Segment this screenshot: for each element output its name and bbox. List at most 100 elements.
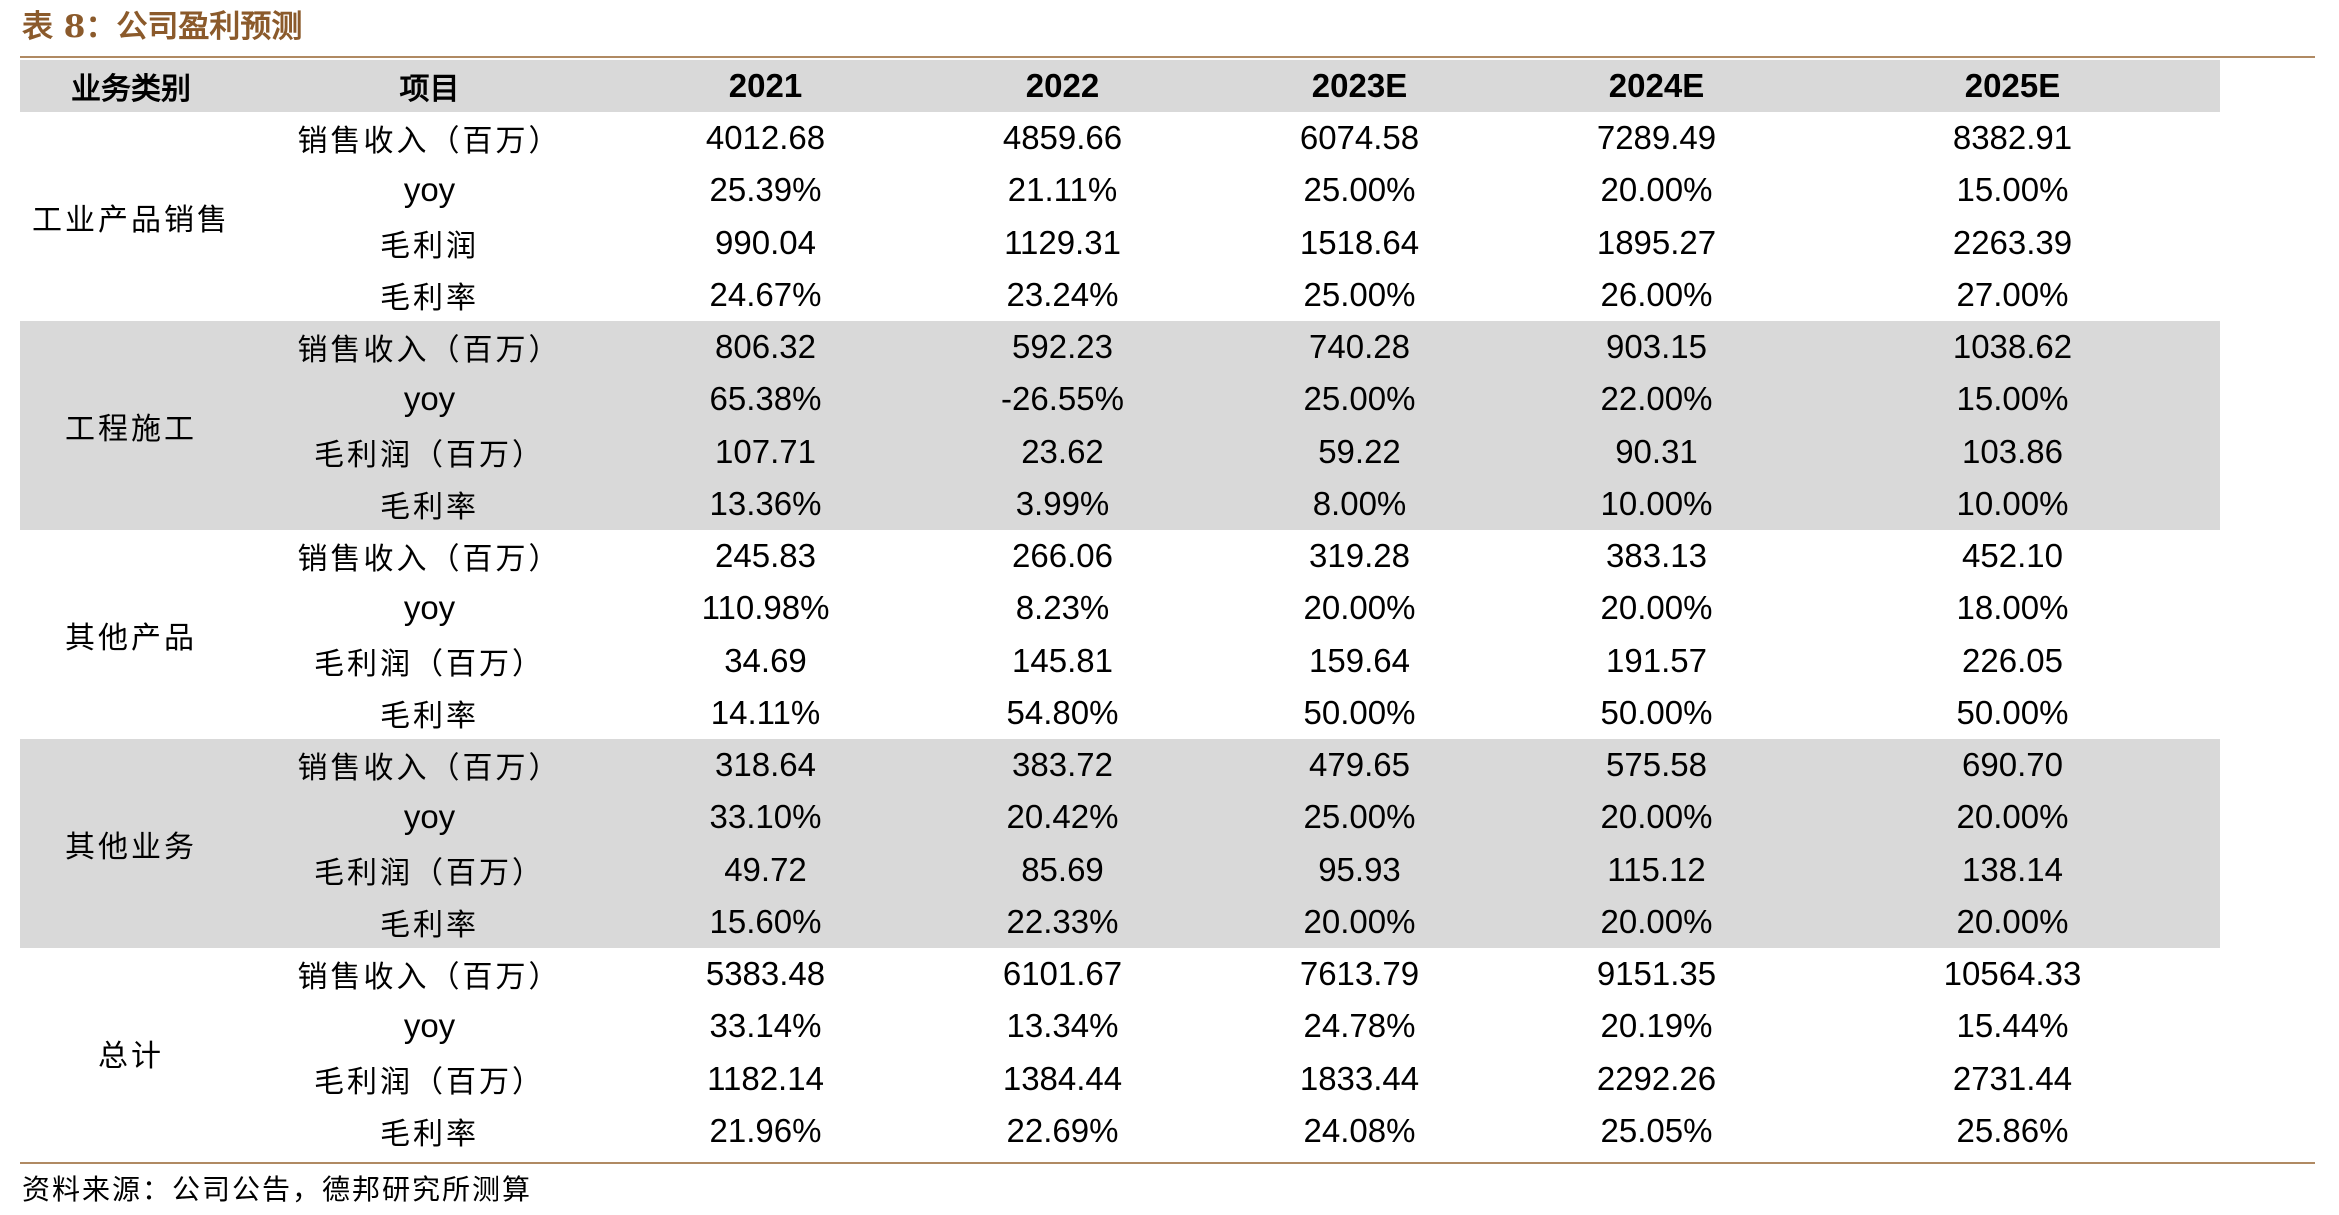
- item-cell: 毛利润（百万）: [314, 646, 545, 682]
- item-cell: 毛利率: [242, 895, 617, 948]
- header-item: 项目: [242, 60, 617, 112]
- category-cell: 其他业务: [20, 739, 242, 948]
- value-cell: 5383.48: [705, 955, 826, 993]
- value-cell: 10.00%: [1508, 477, 1805, 530]
- value-cell: 20.00%: [1805, 895, 2220, 948]
- value-cell: 25.00%: [1211, 373, 1508, 426]
- value-cell: 1038.62: [1805, 321, 2220, 374]
- value-cell: 15.00%: [1805, 373, 2220, 426]
- value-cell: 25.00%: [1211, 791, 1508, 844]
- value-cell: 24.08%: [1303, 1111, 1416, 1149]
- table-row: yoy 110.98% 8.23% 20.00% 20.00% 18.00%: [20, 582, 2220, 634]
- value-cell: 14.11%: [710, 693, 821, 731]
- value-cell: 22.00%: [1508, 373, 1805, 426]
- group-industrial-products: 工业产品销售 销售收入（百万） 4012.68 4859.66 6074.58 …: [20, 112, 2220, 321]
- item-cell: 毛利润（百万）: [314, 1064, 545, 1100]
- item-cell: yoy: [403, 171, 456, 209]
- value-cell: 191.57: [1606, 641, 1707, 679]
- item-cell: 毛利率: [380, 1116, 479, 1152]
- value-cell: 24.78%: [1303, 1007, 1416, 1045]
- header-year-2023e: 2023E: [1211, 60, 1508, 112]
- value-cell: 50.00%: [1600, 693, 1713, 731]
- value-cell: 806.32: [617, 321, 914, 374]
- table-row: yoy 25.39% 21.11% 25.00% 20.00% 15.00%: [20, 164, 2220, 216]
- value-cell: 18.00%: [1956, 589, 2069, 627]
- group-total: 总计 销售收入（百万） 5383.48 6101.67 7613.79 9151…: [20, 948, 2220, 1157]
- value-cell: 4859.66: [1002, 119, 1123, 157]
- table-row: yoy 33.10% 20.42% 25.00% 20.00% 20.00%: [20, 791, 2220, 844]
- table-row: 毛利润（百万） 1182.14 1384.44 1833.44 2292.26 …: [20, 1053, 2220, 1105]
- value-cell: 3.99%: [914, 477, 1211, 530]
- item-cell: 毛利率: [380, 698, 479, 734]
- value-cell: 245.83: [715, 537, 816, 575]
- value-cell: 383.72: [914, 739, 1211, 792]
- item-cell: 毛利润（百万）: [242, 425, 617, 478]
- value-cell: 20.00%: [1508, 895, 1805, 948]
- value-cell: 54.80%: [1006, 693, 1119, 731]
- value-cell: 8.00%: [1211, 477, 1508, 530]
- value-cell: 740.28: [1211, 321, 1508, 374]
- value-cell: 25.00%: [1303, 171, 1416, 209]
- category-cell: 总计: [98, 1038, 164, 1074]
- value-cell: 15.00%: [1956, 171, 2069, 209]
- value-cell: 319.28: [1309, 537, 1410, 575]
- value-cell: 25.39%: [709, 171, 822, 209]
- value-cell: 90.31: [1508, 425, 1805, 478]
- value-cell: 990.04: [715, 223, 816, 261]
- value-cell: 20.00%: [1805, 791, 2220, 844]
- value-cell: 4012.68: [705, 119, 826, 157]
- value-cell: 145.81: [1012, 641, 1113, 679]
- value-cell: 15.60%: [617, 895, 914, 948]
- table-row: 毛利率 14.11% 54.80% 50.00% 50.00% 50.00%: [20, 687, 2220, 739]
- value-cell: 27.00%: [1956, 275, 2069, 313]
- value-cell: 23.24%: [1006, 275, 1119, 313]
- value-cell: 7613.79: [1299, 955, 1420, 993]
- value-cell: 6101.67: [1002, 955, 1123, 993]
- value-cell: 95.93: [1211, 843, 1508, 896]
- category-cell: 工业产品销售: [32, 202, 230, 238]
- header-year-2025e: 2025E: [1805, 60, 2220, 112]
- header-category: 业务类别: [20, 60, 242, 112]
- value-cell: 8382.91: [1952, 119, 2073, 157]
- table-row: 总计 销售收入（百万） 5383.48 6101.67 7613.79 9151…: [20, 948, 2220, 1073]
- value-cell: 59.22: [1211, 425, 1508, 478]
- value-cell: 10.00%: [1805, 477, 2220, 530]
- group-engineering-construction: 工程施工 销售收入（百万） 806.32 592.23 740.28 903.1…: [20, 321, 2220, 530]
- bottom-rule: [20, 1162, 2315, 1164]
- value-cell: 1895.27: [1596, 223, 1717, 261]
- header-year-2021: 2021: [617, 60, 914, 112]
- header-row: 业务类别 项目 2021 2022 2023E 2024E 2025E: [20, 60, 2220, 112]
- item-cell: 销售收入（百万）: [242, 739, 617, 792]
- value-cell: -26.55%: [914, 373, 1211, 426]
- value-cell: 65.38%: [617, 373, 914, 426]
- item-cell: yoy: [242, 791, 617, 844]
- value-cell: 7289.49: [1596, 119, 1717, 157]
- value-cell: 33.14%: [709, 1007, 822, 1045]
- value-cell: 1129.31: [1004, 223, 1121, 261]
- item-cell: 毛利润（百万）: [242, 843, 617, 896]
- table-row: 工业产品销售 销售收入（百万） 4012.68 4859.66 6074.58 …: [20, 112, 2220, 237]
- value-cell: 103.86: [1805, 425, 2220, 478]
- table-row: yoy 33.14% 13.34% 24.78% 20.19% 15.44%: [20, 1000, 2220, 1052]
- value-cell: 21.11%: [1007, 171, 1118, 209]
- value-cell: 8.23%: [1015, 589, 1110, 627]
- item-cell: 毛利率: [242, 477, 617, 530]
- group-other-products: 其他产品 销售收入（百万） 245.83 266.06 319.28 383.1…: [20, 530, 2220, 739]
- value-cell: 25.05%: [1600, 1111, 1713, 1149]
- table-row: 毛利率 21.96% 22.69% 24.08% 25.05% 25.86%: [20, 1105, 2220, 1157]
- item-cell: 毛利率: [380, 280, 479, 316]
- value-cell: 592.23: [914, 321, 1211, 374]
- value-cell: 13.36%: [617, 477, 914, 530]
- value-cell: 903.15: [1508, 321, 1805, 374]
- value-cell: 479.65: [1211, 739, 1508, 792]
- table-row: 其他产品 销售收入（百万） 245.83 266.06 319.28 383.1…: [20, 530, 2220, 655]
- value-cell: 1384.44: [1002, 1059, 1123, 1097]
- value-cell: 1182.14: [707, 1059, 824, 1097]
- category-cell: 工程施工: [20, 321, 242, 530]
- value-cell: 2731.44: [1952, 1059, 2073, 1097]
- item-cell: 销售收入（百万）: [297, 960, 562, 996]
- header-year-2022: 2022: [914, 60, 1211, 112]
- top-rule: [20, 56, 2315, 58]
- source-note: 资料来源：公司公告，德邦研究所测算: [22, 1173, 533, 1206]
- value-cell: 26.00%: [1600, 275, 1713, 313]
